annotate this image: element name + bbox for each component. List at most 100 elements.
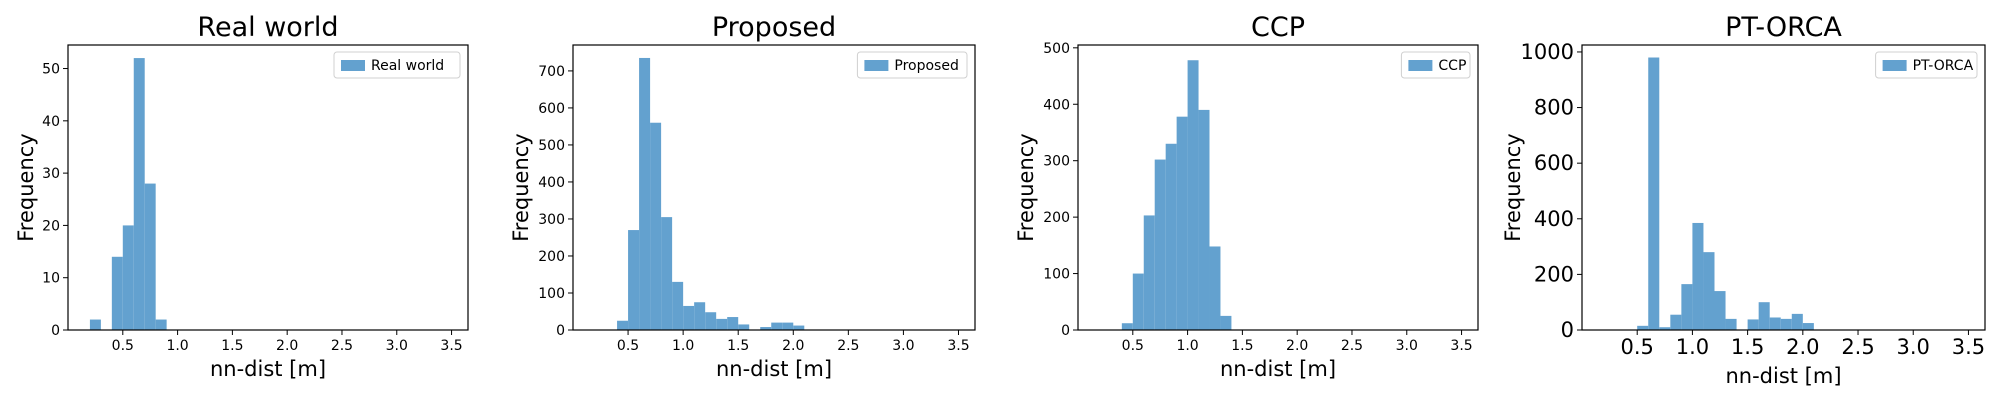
- x-tick-label: 0.5: [1122, 338, 1144, 354]
- histogram-bar: [1802, 323, 1814, 330]
- histogram-bar: [1670, 314, 1682, 330]
- x-tick-label: 2.0: [782, 338, 804, 354]
- histogram-bar: [1132, 273, 1144, 330]
- histogram-bar: [1714, 291, 1726, 330]
- histogram-bar: [650, 122, 662, 331]
- histogram-bar: [1648, 57, 1660, 330]
- x-tick-label: 1.0: [1676, 335, 1709, 359]
- plot-frame: [572, 44, 976, 331]
- legend: CCP: [1400, 51, 1471, 79]
- y-tick-label: 300: [538, 212, 565, 228]
- histogram-bar: [738, 324, 750, 330]
- chart-panel-3: 0.5 1.0 1.5 2.0 2.5 3.0 3.5 0 100 200 300 400 500 CCP…: [1014, 12, 1479, 381]
- histogram-bar: [1143, 215, 1155, 330]
- y-tick-label: 500: [538, 138, 565, 154]
- y-tick-label: 200: [1043, 210, 1070, 226]
- y-tick-label: 400: [1534, 207, 1574, 231]
- y-tick-label: 30: [42, 166, 60, 182]
- x-tick-label: 3.5: [440, 338, 462, 354]
- histogram-bar: [661, 217, 673, 330]
- x-tick-label: 0.5: [617, 338, 639, 354]
- histogram-bar: [111, 256, 123, 330]
- chart-title: CCP: [1251, 12, 1305, 43]
- y-tick-label: 600: [1534, 151, 1574, 175]
- histogram-bar: [1220, 315, 1232, 330]
- legend-swatch: [1882, 60, 1907, 71]
- histogram-bar: [1121, 323, 1133, 330]
- legend-box: [856, 51, 968, 79]
- x-tick-label: 3.0: [386, 338, 408, 354]
- x-tick-label: 0.5: [112, 338, 134, 354]
- y-tick-label: 50: [42, 62, 60, 78]
- y-tick-label: 200: [538, 249, 565, 265]
- histogram-bar: [1187, 60, 1199, 331]
- histogram-bar: [1165, 143, 1177, 330]
- histogram-bar: [672, 281, 684, 330]
- legend-swatch: [864, 60, 889, 71]
- x-tick-label: 1.5: [1731, 335, 1764, 359]
- x-tick-label: 2.5: [331, 338, 353, 354]
- y-tick-label: 500: [1043, 41, 1070, 57]
- chart-title: Proposed: [712, 12, 836, 43]
- x-tick-label: 2.0: [276, 338, 298, 354]
- y-tick-label: 300: [1043, 154, 1070, 170]
- legend-label: Proposed: [894, 58, 958, 74]
- histogram-bar: [705, 312, 717, 330]
- histogram-bar: [793, 325, 805, 330]
- histogram-bar: [716, 318, 728, 330]
- x-tick-label: 1.5: [727, 338, 749, 354]
- y-tick-label: 20: [42, 218, 60, 234]
- histogram-bar: [1681, 284, 1693, 330]
- chart-title: Real world: [197, 12, 338, 43]
- x-tick-label: 2.0: [1786, 335, 1819, 359]
- histogram-bar: [771, 322, 783, 330]
- x-tick-label: 3.5: [1450, 338, 1472, 354]
- histogram-bar: [1692, 222, 1704, 330]
- histogram-bar: [1176, 116, 1188, 330]
- plot-frame: [67, 44, 469, 331]
- x-tick-label: 1.0: [166, 338, 188, 354]
- legend-label: Real world: [371, 58, 444, 74]
- x-tick-label: 1.0: [672, 338, 694, 354]
- y-tick-label: 600: [538, 101, 565, 117]
- x-tick-label: 1.0: [1176, 338, 1198, 354]
- histogram-bar: [1703, 252, 1715, 330]
- legend: Real world: [333, 51, 461, 79]
- y-tick-label: 800: [1534, 96, 1574, 120]
- histogram-bar: [133, 58, 145, 330]
- y-tick-label: 400: [1043, 97, 1070, 113]
- histogram-bar: [1780, 318, 1792, 330]
- x-axis-label: nn-dist [m]: [1725, 364, 1841, 388]
- y-tick-label: 200: [1534, 262, 1574, 286]
- chart-panel-1: 0.5 1.0 1.5 2.0 2.5 3.0 3.5 0 10 20 30 40 50 Real wor…: [14, 12, 469, 381]
- histogram-bar: [1198, 109, 1210, 330]
- histogram-bar: [694, 302, 706, 330]
- legend: PT-ORCA: [1875, 51, 1978, 79]
- x-tick-label: 1.5: [221, 338, 243, 354]
- x-axis-label: nn-dist [m]: [210, 357, 326, 381]
- legend-box: [1400, 51, 1471, 79]
- histogram-bar: [122, 225, 134, 330]
- y-tick-label: 0: [1061, 323, 1070, 339]
- legend-box: [333, 51, 461, 79]
- legend-swatch: [341, 60, 365, 71]
- y-tick-label: 700: [538, 64, 565, 80]
- x-tick-label: 3.0: [892, 338, 914, 354]
- x-axis-label: nn-dist [m]: [716, 357, 832, 381]
- histogram-bar: [1791, 313, 1803, 330]
- x-tick-label: 3.5: [1952, 335, 1985, 359]
- x-tick-label: 3.5: [947, 338, 969, 354]
- histogram-bar: [760, 327, 772, 330]
- histogram-bar: [1758, 302, 1770, 330]
- x-tick-label: 3.0: [1396, 338, 1418, 354]
- y-tick-label: 0: [556, 323, 565, 339]
- y-axis-label: Frequency: [1014, 133, 1038, 242]
- histogram-bar: [1747, 319, 1759, 330]
- legend: Proposed: [856, 51, 968, 79]
- histogram-bar: [89, 319, 101, 330]
- histogram-bar: [1769, 317, 1781, 330]
- histogram-bar: [144, 183, 156, 330]
- y-tick-label: 1000: [1521, 40, 1574, 64]
- y-tick-label: 100: [1043, 267, 1070, 283]
